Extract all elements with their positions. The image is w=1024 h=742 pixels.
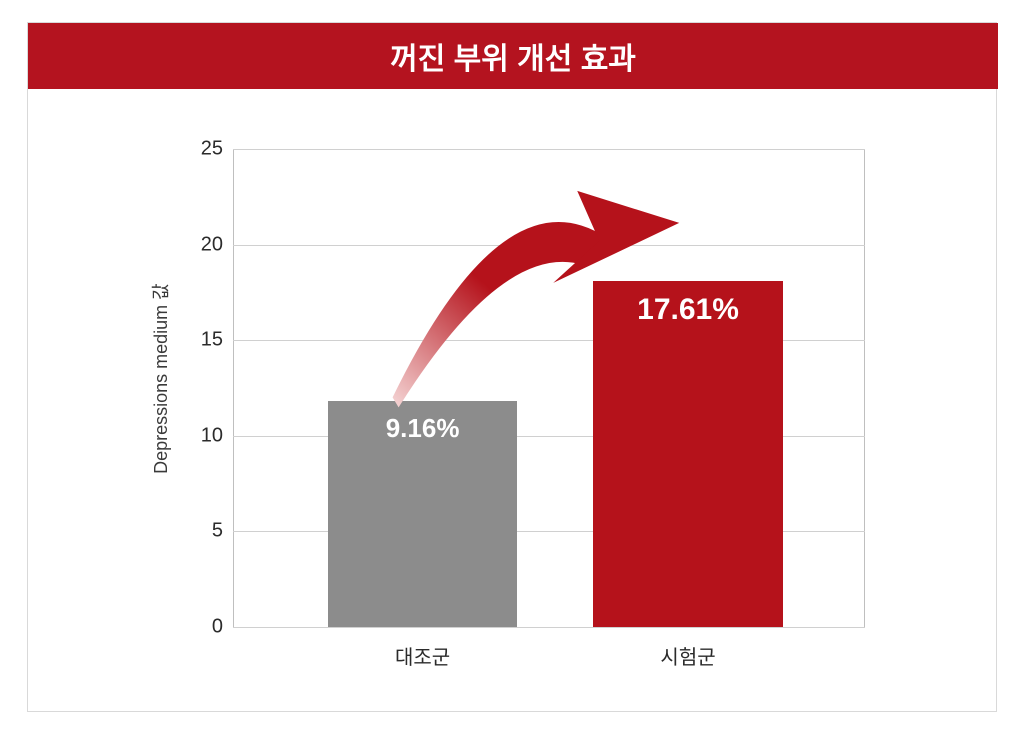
plot-right-border [864,149,865,627]
chart-title: 꺼진 부위 개선 효과 [390,34,636,78]
bar-value-label: 17.61% [593,293,783,327]
gridline [233,627,865,628]
gridline [233,149,865,150]
x-category-label: 대조군 [395,641,450,670]
y-tick-label: 20 [183,233,223,256]
y-tick-label: 25 [183,138,223,161]
y-tick-label: 5 [183,520,223,543]
chart-card: 꺼진 부위 개선 효과 05101520259.16%대조군17.61%시험군 … [27,22,997,712]
bar-대조군: 9.16% [328,401,518,627]
gridline [233,245,865,246]
chart-header: 꺼진 부위 개선 효과 [28,23,998,89]
y-axis-label: Depressions medium 값 [147,235,173,522]
bar-시험군: 17.61% [593,281,783,627]
plot-area: 05101520259.16%대조군17.61%시험군 [233,149,865,627]
y-tick-label: 10 [183,424,223,447]
bar-value-label: 9.16% [328,413,518,444]
x-category-label: 시험군 [660,641,715,670]
y-tick-label: 15 [183,329,223,352]
plot-left-border [233,149,234,627]
y-tick-label: 0 [183,616,223,639]
